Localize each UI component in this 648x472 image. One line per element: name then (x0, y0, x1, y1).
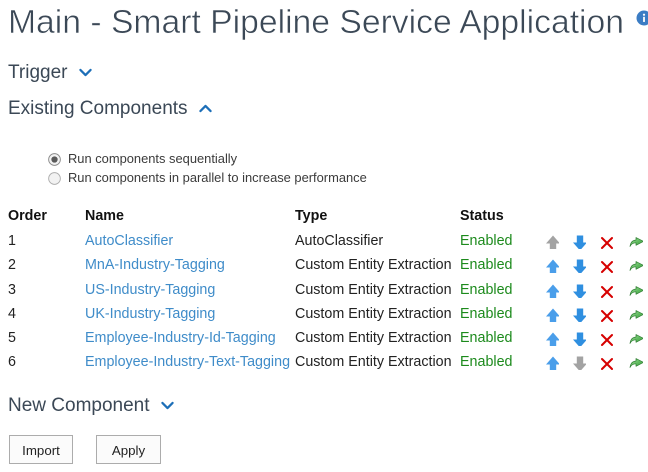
svg-text:Main - Smart Pipeline Service: Main - Smart Pipeline Service Applicatio… (8, 3, 624, 41)
